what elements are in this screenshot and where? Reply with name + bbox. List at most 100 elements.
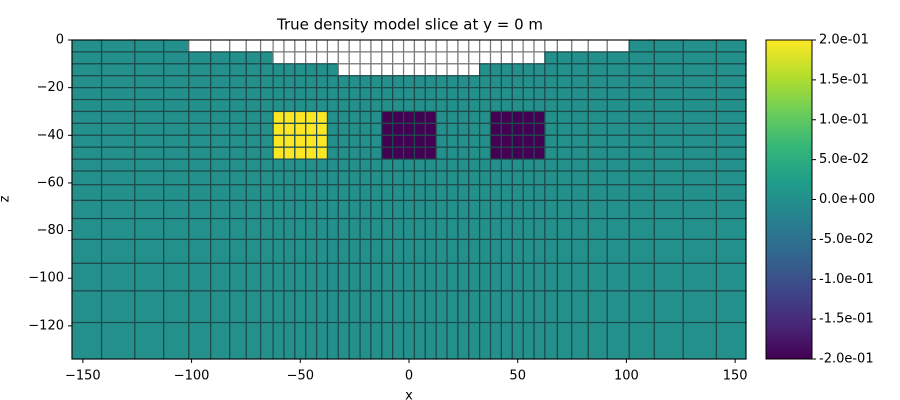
background-cell <box>71 262 103 292</box>
background-cell <box>163 158 190 172</box>
background-cell <box>370 321 383 360</box>
background-cell <box>606 217 630 241</box>
background-cell <box>587 98 608 113</box>
background-cell <box>606 290 630 324</box>
background-cell <box>359 199 372 220</box>
background-cell <box>544 75 558 89</box>
background-cell <box>606 122 630 136</box>
background-cell <box>71 170 103 186</box>
background-cell <box>544 63 558 77</box>
background-cell <box>511 321 524 360</box>
background-cell <box>229 238 247 264</box>
background-cell <box>511 290 524 324</box>
background-cell <box>468 262 481 292</box>
background-cell <box>522 290 535 324</box>
anomaly-cell <box>283 110 296 124</box>
anomaly-cell <box>315 146 329 160</box>
background-cell <box>381 158 394 172</box>
anomaly-cell <box>392 134 405 148</box>
background-cell <box>544 51 558 65</box>
background-cell <box>100 122 136 136</box>
background-cell <box>348 122 361 136</box>
background-cell <box>715 98 747 113</box>
background-cell <box>468 321 481 360</box>
anomaly-cell <box>272 134 285 148</box>
background-cell <box>229 51 247 65</box>
background-cell <box>682 262 718 292</box>
background-cell <box>606 321 630 360</box>
background-cell <box>134 262 165 292</box>
background-cell <box>457 134 470 148</box>
inactive-cell <box>457 39 470 53</box>
background-cell <box>392 75 405 89</box>
inactive-cell <box>381 63 394 77</box>
background-cell <box>134 75 165 89</box>
background-cell <box>381 184 394 202</box>
background-cell <box>479 321 492 360</box>
background-cell <box>435 199 448 220</box>
background-cell <box>457 75 470 89</box>
background-cell <box>468 158 481 172</box>
background-cell <box>188 134 212 148</box>
inactive-cell <box>283 51 296 65</box>
background-cell <box>468 217 481 241</box>
background-cell <box>100 158 136 172</box>
background-cell <box>715 321 747 360</box>
background-cell <box>468 199 481 220</box>
background-cell <box>392 290 405 324</box>
background-cell <box>71 87 103 101</box>
background-cell <box>468 75 481 89</box>
anomaly-cell <box>424 146 437 160</box>
background-cell <box>587 87 608 101</box>
background-cell <box>533 63 546 77</box>
background-cell <box>457 321 470 360</box>
background-cell <box>326 184 339 202</box>
background-cell <box>210 110 231 124</box>
background-cell <box>479 290 492 324</box>
background-cell <box>245 321 262 360</box>
background-cell <box>544 170 558 186</box>
background-cell <box>305 321 318 360</box>
background-cell <box>544 110 558 124</box>
background-cell <box>500 321 513 360</box>
anomaly-cell <box>511 134 524 148</box>
background-cell <box>210 217 231 241</box>
background-cell <box>71 238 103 264</box>
background-cell <box>511 238 524 264</box>
background-cell <box>628 39 655 53</box>
anomaly-cell <box>294 146 307 160</box>
background-cell <box>500 158 513 172</box>
background-cell <box>653 170 684 186</box>
background-cell <box>315 262 329 292</box>
background-cell <box>326 238 339 264</box>
anomaly-cell <box>533 146 546 160</box>
background-cell <box>446 158 459 172</box>
background-cell <box>163 170 190 186</box>
background-cell <box>628 51 655 65</box>
background-cell <box>511 75 524 89</box>
background-cell <box>571 184 589 202</box>
background-cell <box>446 238 459 264</box>
background-cell <box>348 170 361 186</box>
background-cell <box>571 321 589 360</box>
background-cell <box>606 110 630 124</box>
background-cell <box>556 321 573 360</box>
background-cell <box>446 290 459 324</box>
background-cell <box>571 170 589 186</box>
anomaly-cell <box>522 134 535 148</box>
inactive-cell <box>435 39 448 53</box>
background-cell <box>163 87 190 101</box>
background-cell <box>457 170 470 186</box>
background-cell <box>392 217 405 241</box>
background-cell <box>544 146 558 160</box>
background-cell <box>653 217 684 241</box>
background-cell <box>587 217 608 241</box>
background-cell <box>500 63 513 77</box>
inactive-cell <box>348 63 361 77</box>
background-cell <box>468 170 481 186</box>
inactive-cell <box>533 51 546 65</box>
anomaly-cell <box>272 122 285 136</box>
background-cell <box>489 75 503 89</box>
background-cell <box>305 238 318 264</box>
background-cell <box>457 217 470 241</box>
